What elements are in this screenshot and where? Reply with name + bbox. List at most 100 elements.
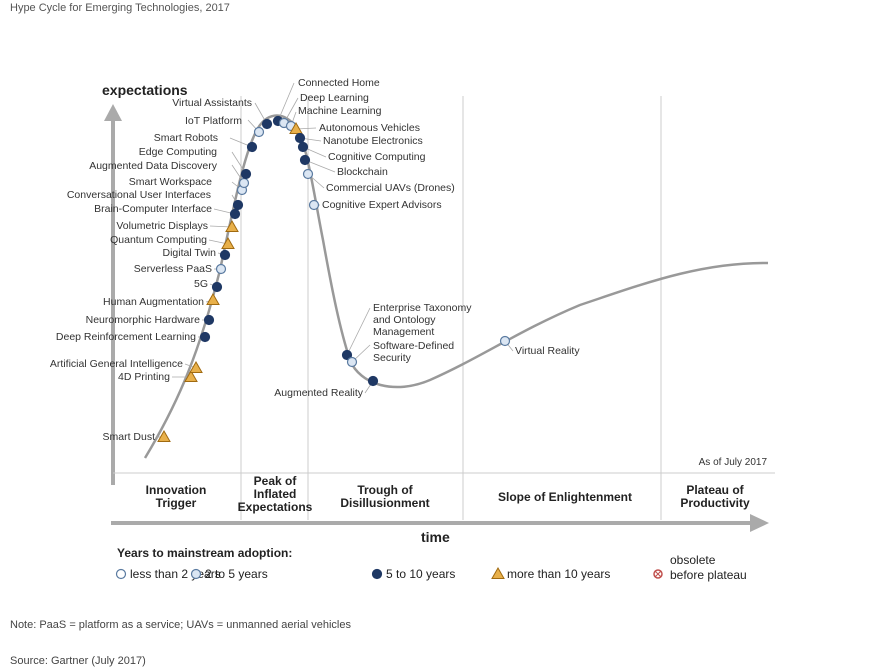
tech-volumetric-displays-label: Volumetric Displays	[116, 220, 208, 232]
tech-smart-dust-marker	[157, 429, 171, 442]
y-axis-arrow	[104, 104, 122, 121]
legend: Years to mainstream adoption: less than …	[115, 546, 747, 582]
phase-label-innovation-trigger: Innovation Trigger	[146, 483, 207, 510]
tech-4d-printing-marker	[184, 369, 198, 382]
y-axis-label: expectations	[102, 82, 188, 98]
phase-label-2-line-1: Peak of	[254, 474, 298, 488]
tech-commercial-uavs-drones-marker	[302, 168, 314, 180]
footnote: Note: PaaS = platform as a service; UAVs…	[10, 619, 351, 631]
phase-label-1-line-2: Trigger	[156, 496, 197, 510]
tech-enterprise-taxonomy-and-ontology-management-leader	[346, 307, 371, 356]
tech-connected-home-leader	[277, 82, 295, 122]
phase-label-5-line-2: Productivity	[680, 496, 750, 510]
tech-quantum-computing-label: Quantum Computing	[110, 234, 207, 246]
tech-edge-computing-marker	[240, 168, 252, 180]
tech-enterprise-taxonomy-and-ontology-management-label-line-2: and Ontology	[373, 314, 436, 326]
tech-deep-reinforcement-learning-marker	[199, 331, 211, 343]
tech-autonomous-vehicles-marker	[289, 121, 303, 134]
tech-software-defined-security-label-line-2: Security	[373, 352, 412, 364]
chart-title: Hype Cycle for Emerging Technologies, 20…	[10, 2, 230, 14]
tech-autonomous-vehicles-label: Autonomous Vehicles	[319, 122, 420, 134]
phase-label-3-line-1: Trough of	[357, 483, 413, 497]
legend-gt10-marker	[491, 566, 505, 579]
legend-title: Years to mainstream adoption:	[117, 546, 292, 560]
phase-labels: Innovation Trigger Peak of Inflated Expectat…	[146, 474, 750, 514]
tech-blockchain-marker	[299, 154, 311, 166]
legend-2to5-marker	[190, 568, 202, 580]
legend-5to10-marker	[371, 568, 383, 580]
tech-conversational-user-interfaces-marker	[232, 199, 244, 211]
tech-software-defined-security-marker	[346, 356, 358, 368]
tech-brain-computer-interface-label: Brain-Computer Interface	[94, 203, 212, 215]
tech-serverless-paas-marker	[215, 263, 227, 275]
tech-augmented-data-discovery-label: Augmented Data Discovery	[89, 160, 218, 172]
tech-augmented-reality-marker	[367, 375, 379, 387]
x-axis-arrow	[750, 514, 769, 532]
tech-nanotube-electronics-marker	[294, 132, 306, 144]
tech-augmented-reality-label: Augmented Reality	[274, 387, 363, 399]
legend-gt10-label: more than 10 years	[507, 567, 610, 581]
tech-blockchain-label: Blockchain	[337, 166, 388, 178]
tech-augmented-data-discovery-marker	[238, 177, 250, 189]
tech-iot-platform-label: IoT Platform	[185, 115, 242, 127]
legend-5to10-label: 5 to 10 years	[386, 567, 455, 581]
tech-edge-computing-label: Edge Computing	[139, 146, 217, 158]
tech-smart-robots-label: Smart Robots	[154, 132, 218, 144]
phase-label-3-line-2: Disillusionment	[340, 496, 429, 510]
tech-4d-printing-label: 4D Printing	[118, 371, 170, 383]
tech-machine-learning-label: Machine Learning	[298, 105, 382, 117]
tech-neuromorphic-hardware-marker	[203, 314, 215, 326]
tech-cognitive-computing-marker	[297, 141, 309, 153]
tech-enterprise-taxonomy-and-ontology-management-marker	[341, 349, 353, 361]
tech-volumetric-displays-marker	[225, 219, 239, 232]
source: Source: Gartner (July 2017)	[10, 655, 146, 667]
hype-curve	[143, 114, 769, 459]
phase-label-4-line-1: Slope of Enlightenment	[498, 490, 632, 504]
legend-lt2-marker	[115, 568, 127, 580]
tech-software-defined-security-label: Software-Defined Security	[373, 340, 454, 364]
tech-5g-label: 5G	[194, 278, 208, 290]
tech-deep-reinforcement-learning-label: Deep Reinforcement Learning	[56, 331, 196, 343]
tech-quantum-computing-marker	[221, 236, 235, 249]
phase-label-5-line-1: Plateau of	[686, 483, 744, 497]
tech-software-defined-security-label-line-1: Software-Defined	[373, 340, 454, 352]
phase-label-1-line-1: Innovation	[146, 483, 207, 497]
tech-smart-dust-label: Smart Dust	[102, 431, 155, 443]
tech-virtual-assistants-label: Virtual Assistants	[172, 97, 252, 109]
tech-neuromorphic-hardware-label: Neuromorphic Hardware	[86, 314, 201, 326]
tech-digital-twin-label: Digital Twin	[163, 247, 217, 259]
technology-points	[157, 115, 511, 442]
tech-enterprise-taxonomy-and-ontology-management-label-line-1: Enterprise Taxonomy	[373, 302, 472, 314]
tech-enterprise-taxonomy-and-ontology-management-label-line-3: Management	[373, 326, 434, 338]
tech-cognitive-computing-label: Cognitive Computing	[328, 151, 426, 163]
tech-serverless-paas-label: Serverless PaaS	[134, 263, 212, 275]
tech-smart-robots-marker	[246, 141, 258, 153]
tech-artificial-general-intelligence-label: Artificial General Intelligence	[50, 358, 183, 370]
legend-2to5-label: 2 to 5 years	[205, 567, 268, 581]
tech-artificial-general-intelligence-marker	[189, 360, 203, 373]
phase-label-2-line-3: Expectations	[238, 500, 313, 514]
tech-enterprise-taxonomy-and-ontology-management-label: Enterprise Taxonomy and Ontology Managemen…	[373, 302, 472, 338]
tech-virtual-assistants-marker	[261, 118, 273, 130]
legend-obsolete-label: obsolete before plateau	[670, 553, 747, 582]
tech-smart-workspace-label: Smart Workspace	[129, 176, 212, 188]
tech-iot-platform-marker	[253, 126, 265, 138]
x-axis-label: time	[421, 529, 450, 545]
tech-virtual-reality-marker	[499, 335, 511, 347]
tech-human-augmentation-marker	[206, 292, 220, 305]
tech-virtual-reality-label: Virtual Reality	[515, 345, 580, 357]
tech-blockchain-leader	[304, 159, 336, 173]
legend-obsolete-label-line-2: before plateau	[670, 568, 747, 582]
phase-label-trough-of-disillusionment: Trough of Disillusionment	[340, 483, 429, 510]
tech-deep-learning-label: Deep Learning	[300, 92, 369, 104]
tech-cognitive-expert-advisors-label: Cognitive Expert Advisors	[322, 199, 442, 211]
tech-connected-home-label: Connected Home	[298, 77, 380, 89]
phase-label-plateau-of-productivity: Plateau of Productivity	[680, 483, 750, 510]
legend-obsolete-label-line-1: obsolete	[670, 553, 716, 567]
tech-conversational-user-interfaces-label: Conversational User Interfaces	[67, 189, 211, 201]
tech-nanotube-electronics-label: Nanotube Electronics	[323, 135, 423, 147]
tech-brain-computer-interface-marker	[229, 208, 241, 220]
tech-human-augmentation-label: Human Augmentation	[103, 296, 204, 308]
phase-label-peak-of-inflated-expectations: Peak of Inflated Expectations	[238, 474, 313, 514]
